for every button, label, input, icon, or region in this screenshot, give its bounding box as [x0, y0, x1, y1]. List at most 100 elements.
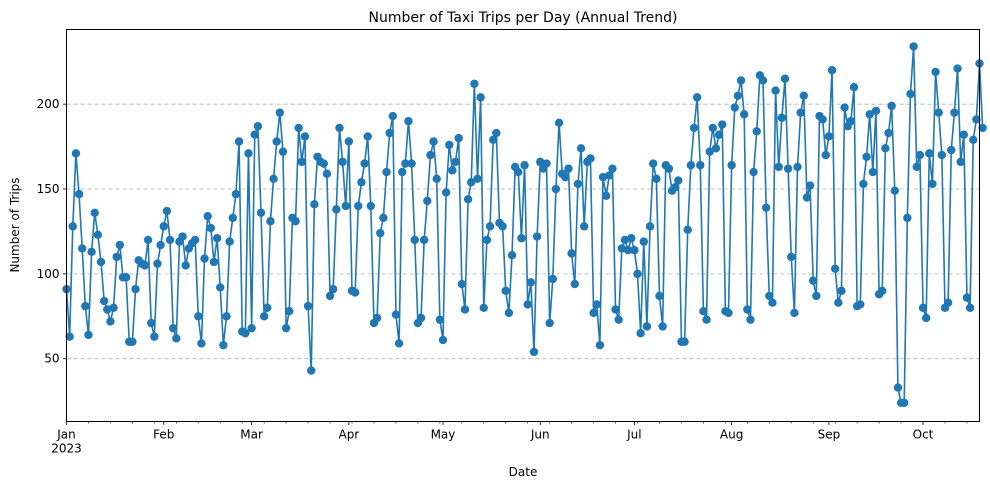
data-point [812, 291, 821, 301]
data-point [209, 257, 219, 267]
data-point [404, 116, 413, 126]
data-point [768, 298, 777, 307]
data-point [423, 196, 432, 206]
data-point [532, 232, 542, 241]
data-point [705, 147, 714, 156]
data-point [74, 189, 84, 199]
x-tick-label: Sep [818, 428, 841, 442]
data-point [542, 159, 551, 168]
data-point [203, 211, 212, 221]
data-point [219, 340, 228, 350]
data-point [733, 91, 743, 100]
data-point [294, 123, 303, 133]
y-axis-title: Number of Trips [8, 177, 22, 272]
data-point [871, 106, 881, 116]
data-point [457, 279, 467, 289]
data-point [81, 301, 90, 311]
data-point [445, 140, 454, 150]
x-tick-label: Jul [626, 428, 641, 442]
data-point [978, 123, 987, 133]
data-point [379, 213, 388, 223]
data-point [332, 205, 341, 214]
data-point [156, 240, 165, 250]
data-point [965, 303, 975, 312]
data-point [244, 149, 253, 158]
data-point [746, 315, 755, 324]
data-point [266, 217, 275, 226]
data-point [143, 235, 153, 245]
data-point [438, 335, 448, 345]
data-point [837, 286, 846, 296]
data-point [147, 318, 156, 328]
plot-frame [66, 29, 980, 422]
x-tick-label: Jun [530, 428, 550, 442]
data-point [498, 222, 507, 231]
data-point [426, 150, 435, 160]
data-point [840, 103, 849, 112]
data-point [476, 93, 485, 102]
data-point [714, 130, 724, 139]
data-point [859, 179, 868, 189]
data-point [683, 225, 692, 234]
data-point [758, 76, 768, 85]
data-point [749, 167, 758, 177]
data-point [372, 313, 382, 323]
data-point [507, 251, 517, 260]
data-point [953, 64, 962, 73]
data-point [959, 130, 969, 139]
data-point [178, 232, 187, 241]
data-point [121, 273, 131, 282]
x-tick-label: Jan [56, 428, 76, 442]
data-point [881, 144, 890, 153]
data-point [278, 147, 288, 156]
data-point [912, 162, 921, 172]
data-point [153, 259, 162, 268]
data-point [253, 122, 263, 131]
x-tick-label: Apr [338, 428, 359, 442]
data-point [492, 128, 501, 138]
data-point [222, 312, 231, 321]
data-point [388, 111, 397, 121]
data-point [526, 278, 536, 287]
x-tick-label: Feb [153, 428, 174, 442]
data-point [928, 179, 937, 189]
data-point [231, 189, 241, 199]
data-point [303, 301, 313, 311]
data-point [846, 116, 856, 126]
data-point [68, 222, 77, 231]
data-point [818, 115, 827, 124]
data-point [903, 213, 912, 223]
data-point [407, 159, 416, 168]
data-point [623, 245, 633, 255]
data-point [529, 347, 539, 357]
data-point [71, 149, 81, 158]
data-point [354, 201, 363, 211]
y-tick-label: 100 [37, 267, 60, 281]
data-point [821, 150, 830, 160]
data-point [856, 300, 865, 309]
data-point [131, 284, 140, 294]
data-point [890, 186, 899, 195]
data-point [200, 254, 209, 263]
data-point [796, 108, 805, 117]
data-point [410, 235, 419, 245]
x-tick-label: Mar [240, 428, 263, 442]
data-point [627, 234, 636, 243]
data-point [435, 315, 445, 324]
data-point [96, 257, 106, 267]
data-point [633, 269, 642, 279]
data-point [830, 264, 840, 273]
data-point [307, 366, 316, 375]
data-point [658, 322, 667, 331]
data-point [878, 286, 887, 296]
data-point [181, 261, 190, 270]
data-point [799, 91, 808, 100]
data-point [802, 193, 812, 202]
data-point [564, 164, 573, 173]
data-point [216, 283, 225, 292]
data-point [291, 217, 300, 226]
data-point [448, 166, 457, 175]
